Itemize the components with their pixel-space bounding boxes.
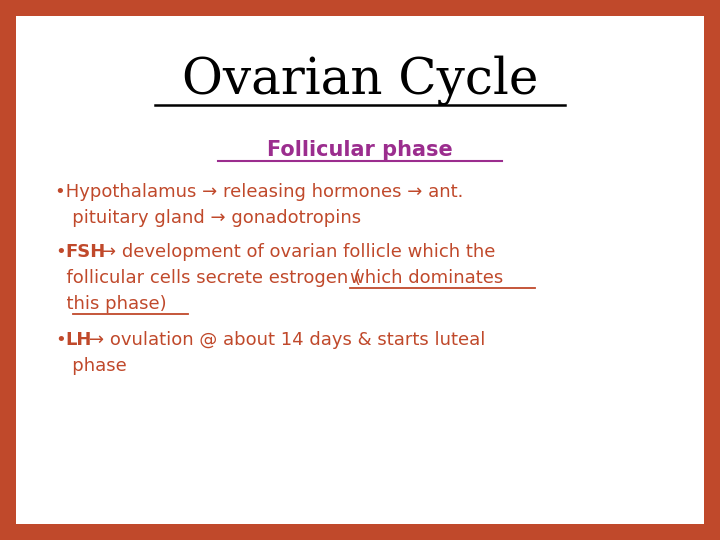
Text: → development of ovarian follicle which the: → development of ovarian follicle which … bbox=[101, 243, 495, 261]
Text: FSH: FSH bbox=[65, 243, 105, 261]
Text: Ovarian Cycle: Ovarian Cycle bbox=[181, 55, 539, 105]
Text: Follicular phase: Follicular phase bbox=[267, 140, 453, 160]
Text: phase: phase bbox=[55, 357, 127, 375]
Text: follicular cells secrete estrogen (: follicular cells secrete estrogen ( bbox=[55, 269, 361, 287]
Text: which dominates: which dominates bbox=[350, 269, 503, 287]
Text: •: • bbox=[55, 331, 66, 349]
Text: pituitary gland → gonadotropins: pituitary gland → gonadotropins bbox=[55, 209, 361, 227]
Text: LH: LH bbox=[65, 331, 91, 349]
Text: •Hypothalamus → releasing hormones → ant.: •Hypothalamus → releasing hormones → ant… bbox=[55, 183, 464, 201]
Text: •: • bbox=[55, 243, 66, 261]
Text: → ovulation @ about 14 days & starts luteal: → ovulation @ about 14 days & starts lut… bbox=[89, 331, 485, 349]
Text: this phase): this phase) bbox=[55, 295, 166, 313]
